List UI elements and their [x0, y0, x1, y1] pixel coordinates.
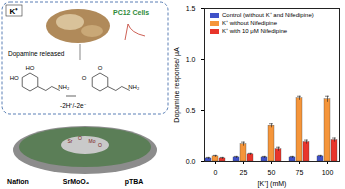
svg-text:O: O	[98, 65, 103, 71]
svg-text:0.5: 0.5	[186, 107, 196, 114]
svg-text:pTBA: pTBA	[125, 178, 144, 186]
html-text:Control (without K⁺ and Nifedi: Control (without K⁺ and Nifedipine)	[222, 12, 314, 18]
svg-text:Dopamine released: Dopamine released	[8, 50, 65, 58]
svg-text:[K⁺] (mM): [K⁺] (mM)	[258, 180, 287, 188]
svg-text:HO: HO	[26, 65, 35, 71]
svg-text:PC12 Cells: PC12 Cells	[113, 9, 149, 16]
svg-text:O: O	[98, 142, 102, 148]
svg-text:Sr: Sr	[68, 138, 73, 144]
svg-text:HO: HO	[10, 75, 19, 81]
html-text:K⁺ without Nifedipine: K⁺ without Nifedipine	[222, 20, 277, 26]
svg-text:0: 0	[214, 169, 218, 176]
svg-text:-2H⁺/-2e⁻: -2H⁺/-2e⁻	[60, 102, 86, 109]
svg-text:NH₂: NH₂	[58, 84, 70, 90]
svg-text:25: 25	[240, 169, 248, 176]
svg-text:Mo: Mo	[89, 138, 96, 144]
svg-text:O: O	[82, 75, 87, 81]
svg-text:K⁺: K⁺	[10, 7, 19, 16]
html-text:K⁺ with 10 μM Nifedipine: K⁺ with 10 μM Nifedipine	[222, 28, 288, 34]
svg-text:0.0: 0.0	[186, 158, 196, 165]
svg-text:100: 100	[322, 169, 334, 176]
svg-text:O: O	[78, 135, 82, 141]
svg-text:SrMoO₄: SrMoO₄	[63, 178, 89, 185]
svg-text:1.0: 1.0	[186, 56, 196, 63]
svg-text:NH₂: NH₂	[128, 84, 140, 90]
svg-text:50: 50	[268, 169, 276, 176]
svg-text:75: 75	[296, 169, 304, 176]
svg-text:Dopamine response/ μA: Dopamine response/ μA	[173, 47, 181, 123]
svg-text:1.5: 1.5	[186, 5, 196, 12]
svg-text:Nafion: Nafion	[7, 178, 29, 185]
